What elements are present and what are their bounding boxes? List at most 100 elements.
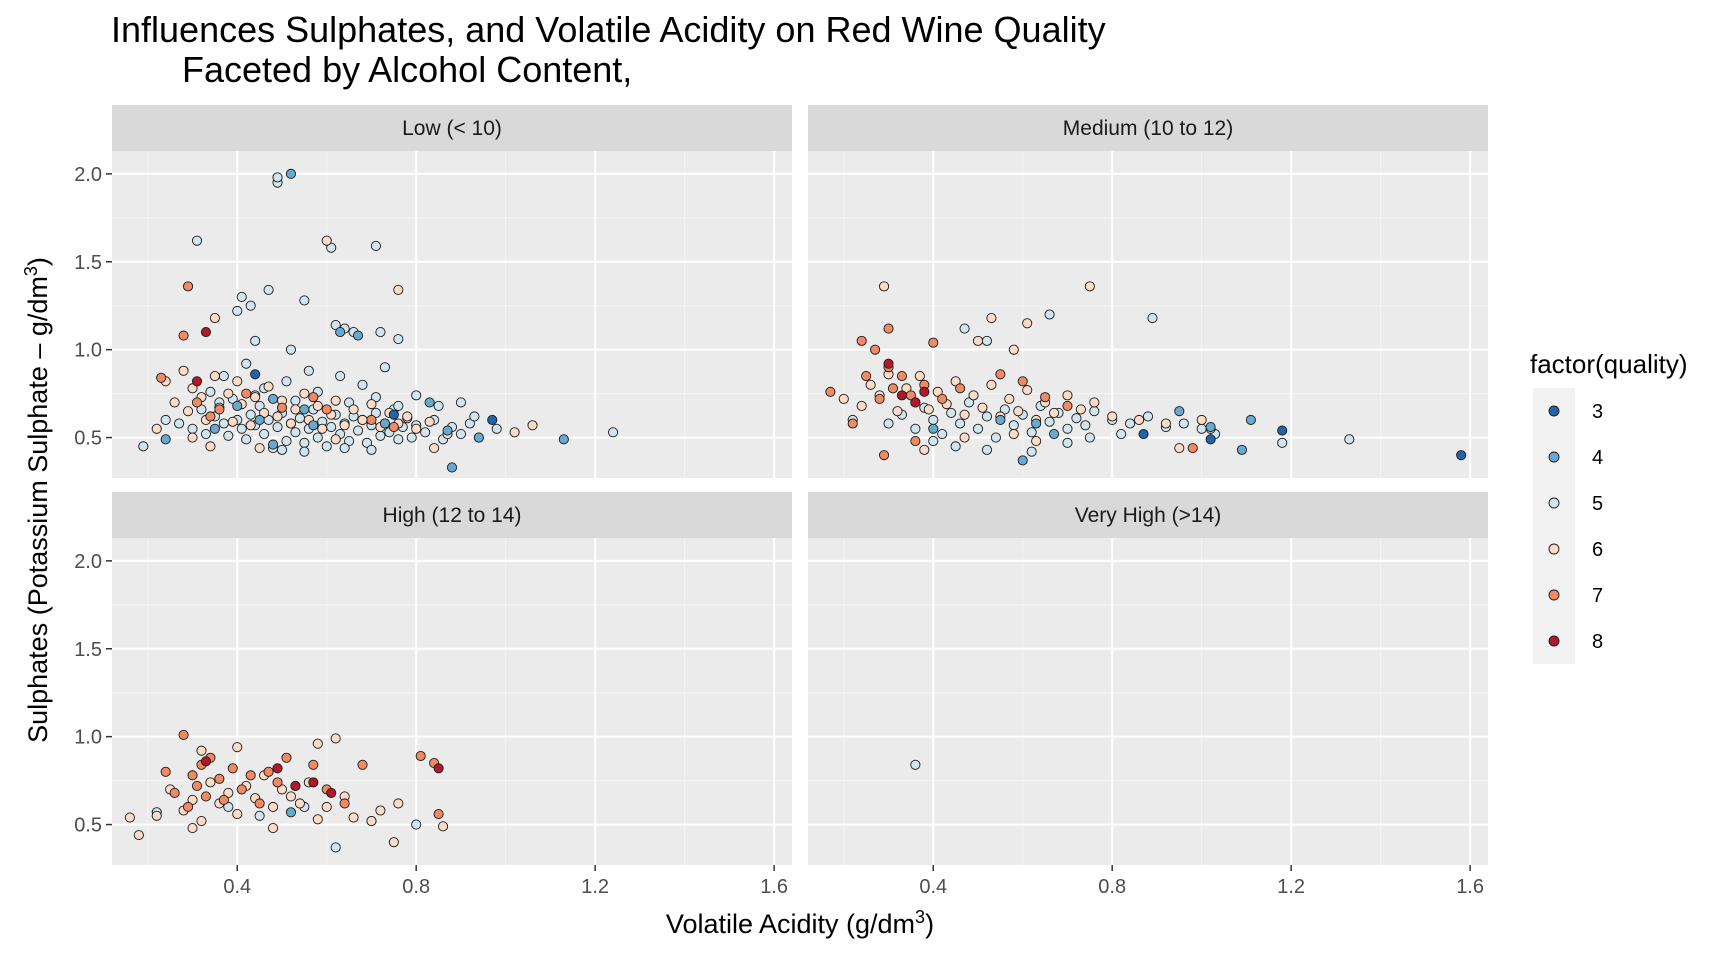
data-point-quality-8 <box>200 327 211 338</box>
data-point-quality-5 <box>303 365 314 376</box>
x-tick-label: 0.4 <box>223 876 251 898</box>
data-point-quality-5 <box>411 390 422 401</box>
facet-strip <box>112 492 792 538</box>
y-axis-title-text: Sulphates (Potassium Sulphate – g/dm <box>23 276 53 743</box>
data-point-quality-5 <box>353 425 364 436</box>
data-point-quality-6 <box>1004 393 1015 404</box>
data-point-quality-5 <box>1026 427 1037 438</box>
data-point-quality-6 <box>901 383 912 394</box>
data-point-quality-5 <box>339 443 350 454</box>
data-point-quality-4 <box>446 462 458 473</box>
data-point-quality-6 <box>879 281 890 292</box>
data-point-quality-6 <box>196 815 207 827</box>
data-point-quality-5 <box>928 414 939 426</box>
data-point-quality-6 <box>977 402 988 413</box>
data-point-quality-7 <box>861 370 872 382</box>
data-point-quality-5 <box>1196 423 1207 434</box>
data-point-quality-6 <box>321 235 332 246</box>
data-point-quality-5 <box>1178 418 1189 429</box>
legend-key-3 <box>1548 405 1560 417</box>
data-point-quality-6 <box>1031 436 1042 447</box>
data-point-quality-6 <box>330 395 341 406</box>
data-point-quality-4 <box>928 423 939 434</box>
data-point-quality-5 <box>330 842 341 853</box>
data-point-quality-3 <box>1205 434 1216 445</box>
legend-key-7 <box>1548 589 1560 601</box>
data-point-quality-5 <box>1008 420 1019 431</box>
data-point-quality-5 <box>981 444 992 455</box>
y-tick-label: 1.0 <box>74 727 102 749</box>
data-point-quality-5 <box>370 240 381 251</box>
data-point-quality-5 <box>928 436 939 447</box>
data-point-quality-6 <box>1013 406 1024 417</box>
data-point-quality-5 <box>990 432 1001 443</box>
data-point-quality-3 <box>388 409 399 420</box>
data-point-quality-7 <box>183 281 194 292</box>
data-point-quality-7 <box>847 418 858 429</box>
data-point-quality-5 <box>420 427 431 438</box>
data-point-quality-5 <box>1277 437 1288 448</box>
data-point-quality-3 <box>1277 425 1288 436</box>
data-point-quality-7 <box>227 763 238 774</box>
data-point-quality-6 <box>393 798 404 809</box>
data-point-quality-5 <box>245 409 256 420</box>
data-point-quality-6 <box>285 418 296 429</box>
data-point-quality-6 <box>312 738 323 749</box>
data-point-quality-6 <box>959 409 970 420</box>
data-point-quality-6 <box>183 406 194 417</box>
data-point-quality-7 <box>937 393 948 404</box>
data-point-quality-4 <box>473 432 484 443</box>
y-tick-label: 1.0 <box>74 340 102 362</box>
data-point-quality-5 <box>406 432 417 443</box>
data-point-quality-7 <box>874 393 885 404</box>
y-axis-title: Sulphates (Potassium Sulphate – g/dm3) <box>21 257 53 743</box>
data-point-quality-7 <box>856 335 867 346</box>
plot-panel-background <box>112 538 792 865</box>
data-point-quality-4 <box>299 404 310 415</box>
data-point-quality-7 <box>276 402 288 413</box>
data-point-quality-5 <box>981 411 992 422</box>
data-point-quality-6 <box>892 406 903 417</box>
data-point-quality-6 <box>254 443 265 454</box>
data-point-quality-5 <box>1044 309 1055 320</box>
data-point-quality-6 <box>388 837 399 848</box>
data-point-quality-5 <box>1080 420 1091 431</box>
data-point-quality-5 <box>910 759 921 770</box>
data-point-quality-8 <box>919 386 930 397</box>
facet-panel: Medium (10 to 12) <box>808 105 1488 478</box>
data-point-quality-5 <box>290 427 301 438</box>
data-point-quality-6 <box>223 388 234 399</box>
data-point-quality-7 <box>366 414 377 426</box>
data-point-quality-5 <box>964 397 975 408</box>
data-point-quality-6 <box>838 393 849 404</box>
data-point-quality-6 <box>393 284 404 295</box>
data-point-quality-7 <box>187 770 198 781</box>
data-point-quality-5 <box>937 428 948 440</box>
data-point-quality-6 <box>285 791 296 802</box>
data-point-quality-6 <box>317 423 328 434</box>
data-point-quality-7 <box>339 798 350 809</box>
data-point-quality-4 <box>335 327 346 338</box>
data-point-quality-8 <box>191 376 203 387</box>
data-point-quality-5 <box>218 370 229 382</box>
data-point-quality-4 <box>1174 406 1185 417</box>
data-point-quality-5 <box>241 434 252 445</box>
data-point-quality-5 <box>272 421 283 433</box>
data-point-quality-5 <box>433 400 444 411</box>
data-point-quality-5 <box>263 284 274 295</box>
data-point-quality-8 <box>272 763 283 774</box>
data-point-quality-5 <box>357 379 368 390</box>
data-point-quality-4 <box>254 414 265 426</box>
data-point-quality-5 <box>393 334 404 345</box>
data-point-quality-6 <box>986 312 997 324</box>
data-point-quality-6 <box>1022 385 1033 396</box>
data-point-quality-5 <box>946 407 957 419</box>
data-point-quality-6 <box>187 432 198 443</box>
data-point-quality-8 <box>326 787 337 798</box>
data-point-quality-6 <box>290 404 301 415</box>
facet-strip-label: Medium (10 to 12) <box>1063 117 1233 140</box>
data-point-quality-6 <box>959 432 970 443</box>
plot-panel-background <box>808 151 1488 478</box>
data-point-quality-4 <box>308 420 319 431</box>
data-point-quality-3 <box>250 369 261 380</box>
